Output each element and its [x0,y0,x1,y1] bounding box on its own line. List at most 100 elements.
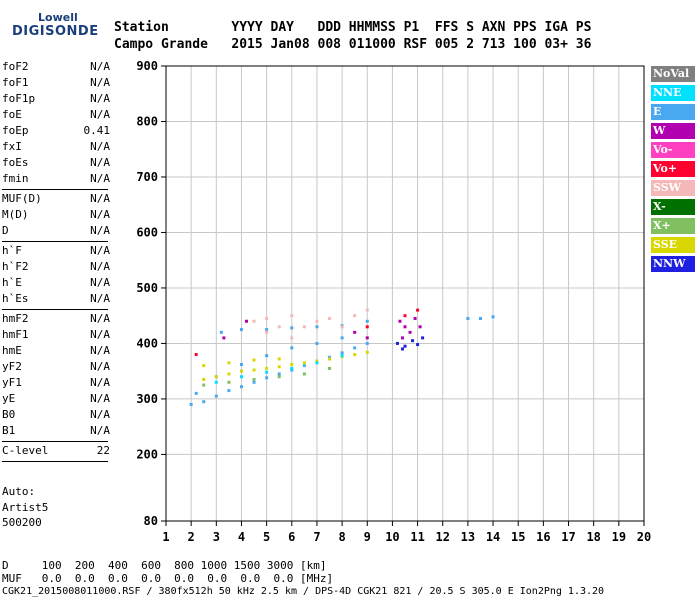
legend-item: SSE [651,237,695,253]
param-row: h`E N/A [2,276,110,292]
param-label: yF1 [2,376,22,389]
data-point [395,341,399,345]
param-row: foEs N/A [2,156,110,172]
data-point [365,308,369,312]
param-label: fxI [2,140,22,153]
data-point [302,325,306,329]
x-tick-label: 1 [162,530,169,544]
data-point [239,375,243,379]
param-value: N/A [90,156,110,169]
data-point [400,336,404,340]
x-tick-label: 14 [486,530,500,544]
plot-frame [165,65,645,522]
param-row: C-level 22 [2,444,110,460]
data-point [340,351,344,355]
data-point [365,341,369,345]
x-tick-label: 19 [612,530,626,544]
data-point [214,394,218,398]
param-row: h`F2 N/A [2,260,110,276]
param-value: N/A [90,328,110,341]
x-tick-label: 8 [338,530,345,544]
param-value: N/A [90,376,110,389]
data-point [227,372,231,376]
x-tick-label: 16 [536,530,550,544]
param-value: 0.41 [83,124,111,137]
data-point [265,376,269,380]
param-row: hmF2 N/A [2,312,110,328]
data-point [227,389,231,393]
data-point [290,346,294,350]
param-label: hmE [2,344,22,357]
data-point [202,400,206,404]
y-tick-label: 400 [136,336,158,350]
legend-item: Vo+ [651,161,695,177]
legend-item: W [651,123,695,139]
data-point [265,366,269,370]
data-point [227,361,231,365]
param-label: foEp [2,124,29,137]
param-value: N/A [90,192,110,205]
param-row: B1 N/A [2,424,110,440]
data-point [265,370,269,374]
data-point [418,325,422,329]
header-labels: Station YYYY DAY DDD HHMMSS P1 FFS S AXN… [114,20,592,35]
y-tick-label: 300 [136,392,158,406]
data-point [340,354,344,358]
param-row: foE N/A [2,108,110,124]
data-point [466,316,470,320]
data-point [252,358,256,362]
data-point [353,330,357,334]
x-tick-label: 7 [313,530,320,544]
y-tick-label: 200 [136,447,158,461]
data-point [265,354,269,358]
x-tick-label: 15 [511,530,525,544]
y-tick-label: 80 [144,514,158,528]
auto-label: Auto: [2,485,36,498]
x-tick-label: 20 [637,530,651,544]
d-row: D 100 200 400 600 800 1000 1500 3000 [km… [2,559,327,572]
param-value: N/A [90,344,110,357]
param-value: N/A [90,244,110,257]
param-label: M(D) [2,208,29,221]
data-point [252,378,256,382]
param-value: N/A [90,60,110,73]
data-point [315,361,319,365]
param-row: fmin N/A [2,172,110,188]
param-label: C-level [2,444,49,457]
data-point [328,357,332,361]
param-value: N/A [90,360,110,373]
data-point [400,347,404,351]
data-point [302,364,306,368]
x-tick-label: 11 [410,530,424,544]
logo-lowell: Lowell [38,11,78,24]
legend-item: NoVal [651,66,695,82]
param-label: hmF2 [2,312,29,325]
legend-item: SSW [651,180,695,196]
legend-item: NNW [651,256,695,272]
param-row: yF2 N/A [2,360,110,376]
param-value: N/A [90,424,110,437]
data-point [340,325,344,329]
data-point [403,344,407,348]
data-point [239,369,243,373]
data-point [328,366,332,370]
param-value: N/A [90,292,110,305]
legend-item: E [651,104,695,120]
x-tick-label: 13 [461,530,475,544]
param-separator [2,461,108,462]
param-label: foE [2,108,22,121]
data-point [365,319,369,323]
param-value: N/A [90,312,110,325]
param-value: N/A [90,260,110,273]
param-row: yF1 N/A [2,376,110,392]
muf-row: MUF 0.0 0.0 0.0 0.0 0.0 0.0 0.0 0.0 [MHz… [2,572,334,585]
data-point [252,319,256,323]
data-point [239,363,243,367]
data-point [222,336,226,340]
logo-digisonde: DIGISONDE [12,24,99,39]
x-tick-label: 12 [436,530,450,544]
param-value: N/A [90,392,110,405]
data-point [290,368,294,372]
param-label: B1 [2,424,16,437]
